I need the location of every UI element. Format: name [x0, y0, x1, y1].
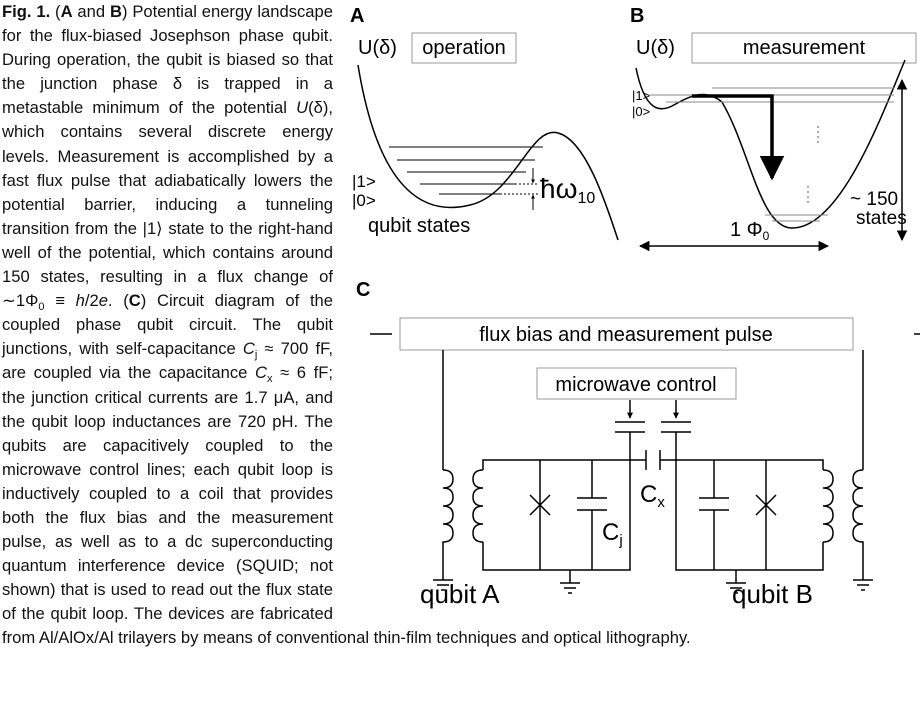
mode-label: measurement — [743, 37, 866, 59]
label-box — [691, 32, 917, 64]
energy-levels — [389, 146, 543, 195]
caption: Fig. 1. (A and B) Potential energy lands… — [2, 2, 691, 648]
caption-run: h — [75, 291, 85, 311]
caption-run: 0 — [38, 301, 45, 314]
label-box — [536, 367, 737, 400]
caption-run: ≈ 6 fF; the junction critical currents a… — [2, 363, 691, 648]
label-box — [411, 32, 517, 64]
caption-run: ≡ — [44, 291, 76, 311]
panel-label: C — [356, 279, 370, 301]
caption-run: U — [296, 98, 309, 118]
axis-label: U(δ) — [358, 37, 397, 59]
flux-label: 1 Φ0 — [730, 219, 770, 243]
caption-run: (δ), which contains several discrete ene… — [2, 98, 333, 311]
panel-b: B U(δ) measurement |1> |0> ~ 150 states … — [630, 5, 917, 252]
mode-label: operation — [422, 37, 505, 59]
caption-run: C — [242, 339, 255, 359]
spacing-label: ħω10 — [540, 173, 595, 207]
states-label: states — [856, 208, 907, 229]
caption-run: B — [109, 2, 122, 21]
level-dots — [807, 126, 819, 205]
tunnel-arrow — [692, 94, 785, 181]
caption-run: e — [98, 291, 108, 311]
caption-run: /2 — [84, 291, 99, 311]
level-guides — [500, 183, 538, 195]
count-label: ~ 150 — [850, 189, 898, 210]
caption-run: ≈ 700 fF, are coupled via the capacitanc… — [2, 339, 333, 383]
caption-run: and — [72, 2, 110, 21]
box-label: flux bias and measurement pulse — [479, 324, 773, 346]
panel-c: C flux bias and measurement pulse microw… — [356, 279, 920, 609]
state-label: |1> — [352, 172, 376, 191]
caption-run: C — [254, 363, 267, 383]
panel-label: A — [350, 5, 364, 27]
caption-run: ) Potential energy landscape for the flu… — [2, 2, 333, 118]
caption-run: x — [266, 373, 273, 386]
panel-label: B — [630, 5, 644, 27]
state-label: |1> — [632, 88, 650, 103]
state-label: |0> — [352, 191, 376, 210]
figure: A U(δ) operation |1> |0> ħω10 qubit stat… — [350, 5, 920, 609]
circuit-half — [370, 333, 647, 594]
panel-a: A U(δ) operation |1> |0> ħω10 qubit stat… — [350, 5, 619, 241]
caption-run: C — [128, 291, 141, 311]
caption-run: ( — [50, 2, 61, 21]
caption-run: . ( — [107, 291, 129, 311]
potential-curve — [635, 59, 906, 229]
component-label: Cj — [602, 519, 623, 549]
state-label: |0> — [632, 104, 650, 119]
states-label: qubit states — [368, 215, 470, 237]
qubit-label: qubit B — [732, 579, 813, 609]
axis-label: U(δ) — [636, 37, 675, 59]
caption-run: Fig. 1. — [2, 2, 51, 21]
caption-run: j — [254, 349, 258, 362]
box-label: microwave control — [555, 374, 716, 396]
caption-run: A — [60, 2, 73, 21]
potential-curve — [357, 64, 619, 241]
caption-run: ) Circuit diagram of the coupled phase q… — [2, 291, 334, 359]
label-box — [399, 317, 854, 351]
qubit-label: qubit A — [420, 579, 500, 609]
component-label: Cx — [640, 481, 665, 511]
circuit-half — [660, 334, 920, 593]
